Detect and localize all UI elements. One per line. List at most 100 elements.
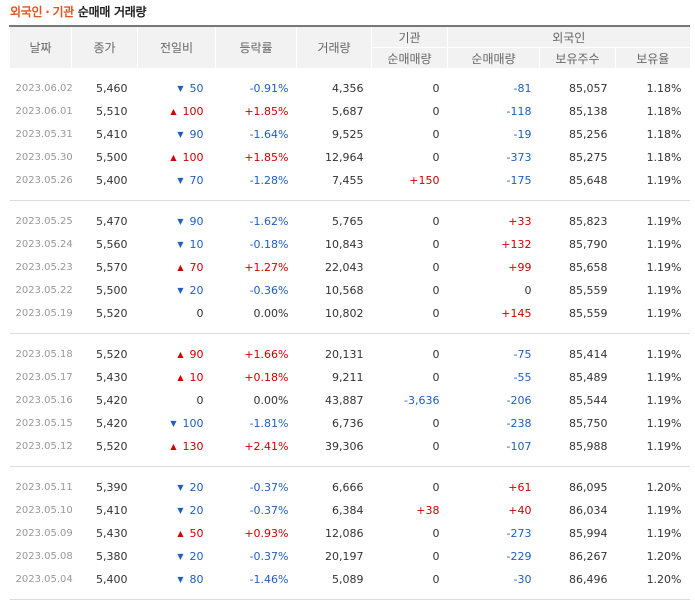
volume-cell: 10,843 [325, 238, 364, 251]
change-cell: ▼ 20 [138, 545, 216, 568]
foreign-holdings-cell: 85,658 [569, 261, 608, 274]
change-value: 130 [182, 440, 204, 453]
foreign-ratio-cell: 1.19% [646, 238, 682, 251]
foreign-ratio-cell: 1.19% [646, 440, 682, 453]
rate-cell: -0.18% [249, 238, 289, 251]
table-row: 2023.05.08 5,380 ▼ 20 -0.37% 20,197 0 -229 86,26… [10, 545, 690, 568]
date-cell: 2023.05.23 [15, 262, 73, 273]
trading-table: 날짜 종가 전일비 등락률 거래량 기관 외국인 순매매량 순매매량 보유주수 … [9, 25, 690, 600]
change-cell: 0 [138, 389, 216, 412]
down-arrow-icon: ▼ [177, 506, 184, 515]
row-group: 2023.05.11 5,390 ▼ 20 -0.37% 6,666 0 +61 86,095 1… [9, 467, 690, 600]
institution-net-cell: 0 [432, 215, 440, 228]
change-value: 10 [189, 238, 204, 251]
table-row: 2023.05.15 5,420 ▼ 100 -1.81% 6,736 0 -238 85,75… [10, 412, 690, 435]
change-value: 100 [182, 151, 204, 164]
table-row: 2023.05.30 5,500 ▲ 100 +1.85% 12,964 0 -373 85,2… [10, 146, 690, 169]
foreign-holdings-cell: 85,559 [569, 307, 608, 320]
foreign-ratio-cell: 1.19% [646, 504, 682, 517]
close-cell: 5,420 [96, 417, 128, 430]
institution-net-cell: 0 [432, 550, 440, 563]
institution-net-cell: 0 [432, 527, 440, 540]
volume-cell: 7,455 [332, 174, 364, 187]
change-value: 70 [189, 261, 204, 274]
down-arrow-icon: ▼ [177, 483, 184, 492]
volume-cell: 20,197 [325, 550, 364, 563]
close-cell: 5,570 [96, 261, 128, 274]
up-arrow-icon: ▲ [170, 107, 177, 116]
foreign-ratio-cell: 1.18% [646, 82, 682, 95]
table-row: 2023.05.31 5,410 ▼ 90 -1.64% 9,525 0 -19 85,256 1… [10, 123, 690, 146]
change-cell: ▼ 20 [138, 279, 216, 302]
volume-cell: 43,887 [325, 394, 364, 407]
foreign-net-cell: -373 [506, 151, 532, 164]
change-value: 20 [189, 504, 204, 517]
rate-cell: -1.46% [249, 573, 289, 586]
date-cell: 2023.05.31 [15, 129, 73, 140]
header-foreign-net: 순매매량 [447, 47, 540, 68]
rate-cell: -0.37% [249, 504, 289, 517]
volume-cell: 5,687 [332, 105, 364, 118]
change-value: 10 [189, 371, 204, 384]
foreign-net-cell: -81 [513, 82, 532, 95]
down-arrow-icon: ▼ [177, 130, 184, 139]
foreign-ratio-cell: 1.18% [646, 128, 682, 141]
foreign-net-cell: -30 [513, 573, 532, 586]
table-row: 2023.05.17 5,430 ▲ 10 +0.18% 9,211 0 -55 85,489 1… [10, 366, 690, 389]
volume-cell: 9,525 [332, 128, 364, 141]
table-row: 2023.05.23 5,570 ▲ 70 +1.27% 22,043 0 +99 85,658… [10, 256, 690, 279]
rate-cell: -1.28% [249, 174, 289, 187]
foreign-holdings-cell: 85,057 [569, 82, 608, 95]
institution-net-cell: 0 [432, 348, 440, 361]
foreign-holdings-cell: 85,489 [569, 371, 608, 384]
volume-cell: 9,211 [332, 371, 364, 384]
rate-cell: +1.85% [244, 105, 289, 118]
foreign-ratio-cell: 1.20% [646, 481, 682, 494]
foreign-net-cell: +33 [508, 215, 532, 228]
rate-cell: +1.85% [244, 151, 289, 164]
close-cell: 5,520 [96, 440, 128, 453]
foreign-net-cell: 0 [524, 284, 532, 297]
table-row: 2023.05.16 5,420 0 0.00% 43,887 -3,636 -206 85,… [10, 389, 690, 412]
header-change: 전일비 [137, 26, 216, 68]
table-row: 2023.05.24 5,560 ▼ 10 -0.18% 10,843 0 +132 85,79… [10, 233, 690, 256]
foreign-net-cell: +61 [508, 481, 532, 494]
up-arrow-icon: ▲ [170, 153, 177, 162]
table-row: 2023.06.01 5,510 ▲ 100 +1.85% 5,687 0 -118 85,13… [10, 100, 690, 123]
foreign-holdings-cell: 85,988 [569, 440, 608, 453]
foreign-holdings-cell: 85,559 [569, 284, 608, 297]
change-cell: ▲ 90 [138, 334, 216, 367]
row-group: 2023.05.18 5,520 ▲ 90 +1.66% 20,131 0 -75 85,414… [9, 334, 690, 467]
foreign-ratio-cell: 1.19% [646, 307, 682, 320]
date-cell: 2023.05.25 [15, 216, 73, 227]
volume-cell: 5,765 [332, 215, 364, 228]
foreign-ratio-cell: 1.18% [646, 151, 682, 164]
institution-net-cell: 0 [432, 284, 440, 297]
institution-net-cell: 0 [432, 371, 440, 384]
down-arrow-icon: ▼ [177, 575, 184, 584]
table-header: 날짜 종가 전일비 등락률 거래량 기관 외국인 순매매량 순매매량 보유주수 … [9, 26, 690, 68]
rate-cell: -1.62% [249, 215, 289, 228]
close-cell: 5,410 [96, 504, 128, 517]
header-volume: 거래량 [296, 26, 372, 68]
institution-net-cell: 0 [432, 105, 440, 118]
change-value: 50 [189, 527, 204, 540]
foreign-holdings-cell: 85,414 [569, 348, 608, 361]
table-row: 2023.05.18 5,520 ▲ 90 +1.66% 20,131 0 -75 85,414… [10, 334, 690, 367]
close-cell: 5,460 [96, 82, 128, 95]
foreign-net-cell: -75 [513, 348, 532, 361]
change-value: 70 [189, 174, 204, 187]
foreign-ratio-cell: 1.19% [646, 394, 682, 407]
header-institution-group: 기관 [371, 26, 448, 48]
close-cell: 5,520 [96, 348, 128, 361]
date-cell: 2023.05.16 [15, 395, 73, 406]
rate-cell: -0.36% [249, 284, 289, 297]
foreign-net-cell: -273 [506, 527, 532, 540]
header-foreign-holdings: 보유주수 [539, 47, 616, 68]
volume-cell: 20,131 [325, 348, 364, 361]
foreign-net-cell: -175 [506, 174, 532, 187]
date-cell: 2023.05.26 [15, 175, 73, 186]
title-rest: 순매매 거래량 [77, 5, 147, 19]
down-arrow-icon: ▼ [177, 176, 184, 185]
rate-cell: +1.66% [244, 348, 289, 361]
